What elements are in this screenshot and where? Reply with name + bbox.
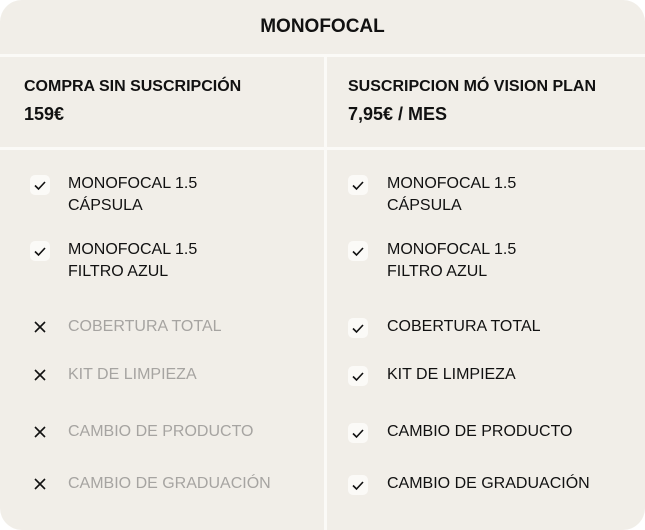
feature-label: CÁPSULA — [387, 197, 462, 214]
feature-label: MONOFOCAL 1.5 — [68, 175, 198, 192]
feature-label: MONOFOCAL 1.5 — [387, 241, 517, 258]
feature-label: KIT DE LIMPIEZA — [68, 366, 197, 383]
check-icon — [347, 422, 369, 444]
cross-icon — [29, 422, 51, 444]
feature-label: CAMBIO DE PRODUCTO — [68, 423, 254, 440]
divider — [0, 54, 645, 57]
card-title: MONOFOCAL — [260, 16, 385, 37]
column-title: SUSCRIPCION MÓ VISION PLAN — [348, 78, 597, 95]
feature-label: MONOFOCAL 1.5 — [387, 175, 517, 192]
feature-label: CÁPSULA — [68, 197, 143, 214]
feature-label: KIT DE LIMPIEZA — [387, 366, 516, 383]
column-price: 159€ — [24, 104, 65, 124]
feature-label: MONOFOCAL 1.5 — [68, 241, 198, 258]
column-price: 7,95€ / MES — [348, 104, 448, 124]
cross-icon — [29, 317, 51, 339]
check-icon — [29, 240, 51, 262]
check-icon — [347, 474, 369, 496]
feature-label: COBERTURA TOTAL — [387, 318, 541, 335]
feature-label: CAMBIO DE GRADUACIÓN — [387, 475, 590, 492]
check-icon — [347, 240, 369, 262]
cross-icon — [29, 365, 51, 387]
divider — [324, 55, 327, 530]
cross-icon — [29, 474, 51, 496]
check-icon — [347, 174, 369, 196]
column-title: COMPRA SIN SUSCRIPCIÓN — [24, 78, 242, 95]
check-icon — [347, 365, 369, 387]
divider — [0, 147, 645, 150]
feature-label: COBERTURA TOTAL — [68, 318, 222, 335]
feature-label: CAMBIO DE PRODUCTO — [387, 423, 573, 440]
feature-label: FILTRO AZUL — [387, 263, 488, 280]
feature-label: FILTRO AZUL — [68, 263, 169, 280]
check-icon — [347, 317, 369, 339]
check-icon — [29, 174, 51, 196]
feature-label: CAMBIO DE GRADUACIÓN — [68, 475, 271, 492]
